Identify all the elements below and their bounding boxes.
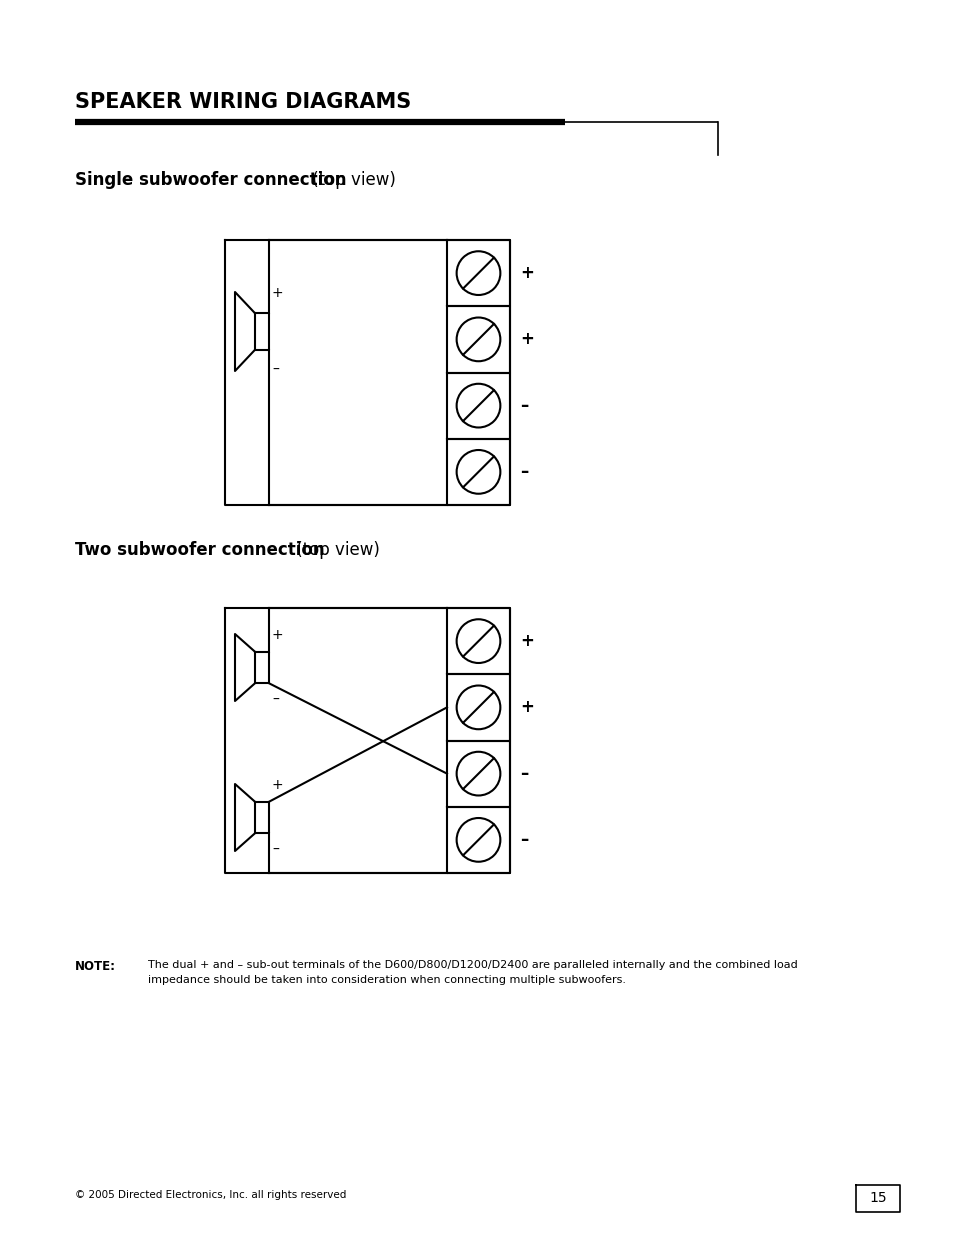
Text: Single subwoofer connection: Single subwoofer connection bbox=[75, 170, 346, 189]
Text: 15: 15 bbox=[868, 1192, 886, 1205]
Text: +: + bbox=[519, 698, 534, 716]
Text: SPEAKER WIRING DIAGRAMS: SPEAKER WIRING DIAGRAMS bbox=[75, 91, 411, 112]
Text: –: – bbox=[519, 463, 528, 480]
Text: –: – bbox=[272, 844, 278, 857]
Text: Two subwoofer connection: Two subwoofer connection bbox=[75, 541, 324, 559]
Text: NOTE:: NOTE: bbox=[75, 960, 116, 973]
Text: +: + bbox=[519, 264, 534, 282]
Text: +: + bbox=[272, 629, 283, 642]
Text: –: – bbox=[519, 396, 528, 415]
Text: © 2005 Directed Electronics, Inc. all rights reserved: © 2005 Directed Electronics, Inc. all ri… bbox=[75, 1191, 346, 1200]
Text: –: – bbox=[519, 764, 528, 783]
Text: –: – bbox=[272, 363, 278, 377]
Text: (top view): (top view) bbox=[291, 541, 379, 559]
Text: The dual + and – sub-out terminals of the D600/D800/D1200/D2400 are paralleled i: The dual + and – sub-out terminals of th… bbox=[148, 960, 797, 984]
Text: +: + bbox=[272, 778, 283, 792]
Text: +: + bbox=[272, 287, 283, 300]
Text: –: – bbox=[519, 831, 528, 848]
Text: +: + bbox=[519, 632, 534, 650]
Text: –: – bbox=[272, 693, 278, 706]
Text: (top view): (top view) bbox=[307, 170, 395, 189]
Text: +: + bbox=[519, 331, 534, 348]
